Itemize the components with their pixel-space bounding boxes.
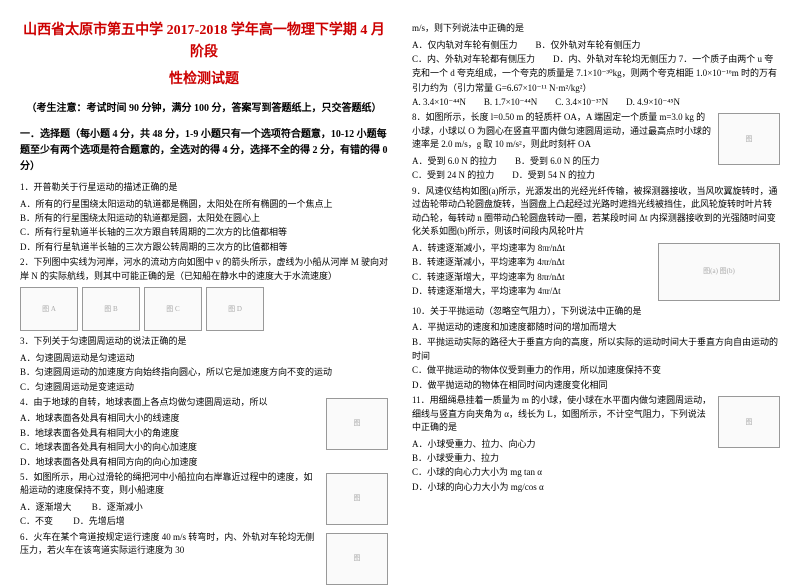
q2-fig-b: 图 B [82,287,140,331]
q5-a: A．逐渐增大 [20,502,72,512]
section-1-head: 一．选择题（每小题 4 分，共 48 分，1-9 小题只有一个选项符合题意，10… [20,127,388,175]
q1-b: B．所有的行星围绕太阳运动的轨道都是圆，太阳处在圆心上 [20,211,388,225]
q6-rail-figure: 图 [326,533,388,585]
q11-pendulum-figure: 图 [718,396,780,448]
q3-b: B．匀速圆周运动的加速度方向始终指向圆心，所以它是加速度方向不变的运动 [20,365,388,379]
q4-globe-figure: 图 [326,398,388,450]
q10-d: D．做平抛运动的物体在相同时间内速度变化相同 [412,378,780,392]
q1-a: A．所有的行星围绕太阳运动的轨道都是椭圆，太阳处在所有椭圆的一个焦点上 [20,197,388,211]
q1-d: D．所有行星轨道半长轴的三次方跟公转周期的三次方的比值都相等 [20,240,388,254]
q10-c: C．做平抛运动的物体仪受到重力的作用，所以加速度保持不变 [412,363,780,377]
q7-opts: A. 3.4×10⁻⁴⁴N B. 1.7×10⁻⁴⁴N C. 3.4×10⁻³⁷… [412,95,780,109]
doc-title: 山西省太原市第五中学 2017-2018 学年高一物理下学期 4 月阶段 [20,20,388,65]
right-column: m/s，则下列说法中正确的是 A．仅内轨对车轮有侧压力 B．仅外轨对车轮有侧压力… [412,20,780,587]
q2-fig-d: 图 D [206,287,264,331]
doc-subtitle: 性检测试题 [20,69,388,91]
q9-figure: 图(a) 图(b) [658,243,780,301]
q3-a: A．匀速圆周运动是匀速运动 [20,351,388,365]
q1-c: C．所有行星轨道半长轴的三次方跟自转周期的二次方的比值都相等 [20,225,388,239]
q3-c: C．匀速圆周运动是变速运动 [20,380,388,394]
q11-d: D．小球的向心力大小为 mg/cos α [412,480,780,494]
q11-c: C．小球的向心力大小为 mg tan α [412,465,780,479]
q2-stem: 2．下列图中实线为河岸，河水的流动方向如图中 v 的箭头所示，虚线为小船从河岸 … [20,256,388,283]
q5-d: D．先增后增 [73,516,125,526]
q10-stem: 10．关于平抛运动（忽略空气阻力），下列说法中正确的是 [412,305,780,319]
q6-cont: m/s，则下列说法中正确的是 [412,22,780,36]
q5-boat-figure: 图 [326,473,388,525]
exam-note: （考生注意：考试时间 90 分钟，满分 100 分，答案写到答题纸上，只交答题纸… [20,101,388,117]
q6-opts-b: C．内、外轨对车轮都有侧压力 D．内、外轨对车轮均无侧压力 7．一个质子由两个 … [412,52,780,95]
q9-fig-a: 图(a) [703,266,718,277]
q4-d: D．地球表面各处具有相同方向的向心加速度 [20,455,388,469]
q2-fig-c: 图 C [144,287,202,331]
q8-rod-figure: 图 [718,113,780,165]
q9-fig-b: 图(b) [720,266,735,277]
q10-b: B．平抛运动实际的路径大于垂直方向的高度，所以实际的运动时间大于垂直方向自由运动… [412,335,780,364]
q5-b: B．逐渐减小 [92,502,143,512]
q1-stem: 1．开普勒关于行星运动的描述正确的是 [20,181,388,195]
q10-a: A．平抛运动的速度和加速度都随时间的增加而增大 [412,320,780,334]
q3-stem: 3．下列关于匀速圆周运动的说法正确的是 [20,335,388,349]
q2-fig-a: 图 A [20,287,78,331]
q5-c: C．不变 [20,516,53,526]
left-column: 山西省太原市第五中学 2017-2018 学年高一物理下学期 4 月阶段 性检测… [20,20,388,587]
q9-stem: 9．风速仪结构如图(a)所示，光源发出的光经光纤传输，被探测器接收，当风吹翼旋转… [412,185,780,239]
q6-opts-a: A．仅内轨对车轮有侧压力 B．仅外轨对车轮有侧压力 [412,38,780,52]
q8-b: C．受到 24 N 的拉力 D．受到 54 N 的拉力 [412,168,780,182]
q11-b: B．小球受重力、拉力 [412,451,780,465]
q2-figure-row: 图 A 图 B 图 C 图 D [20,287,388,331]
